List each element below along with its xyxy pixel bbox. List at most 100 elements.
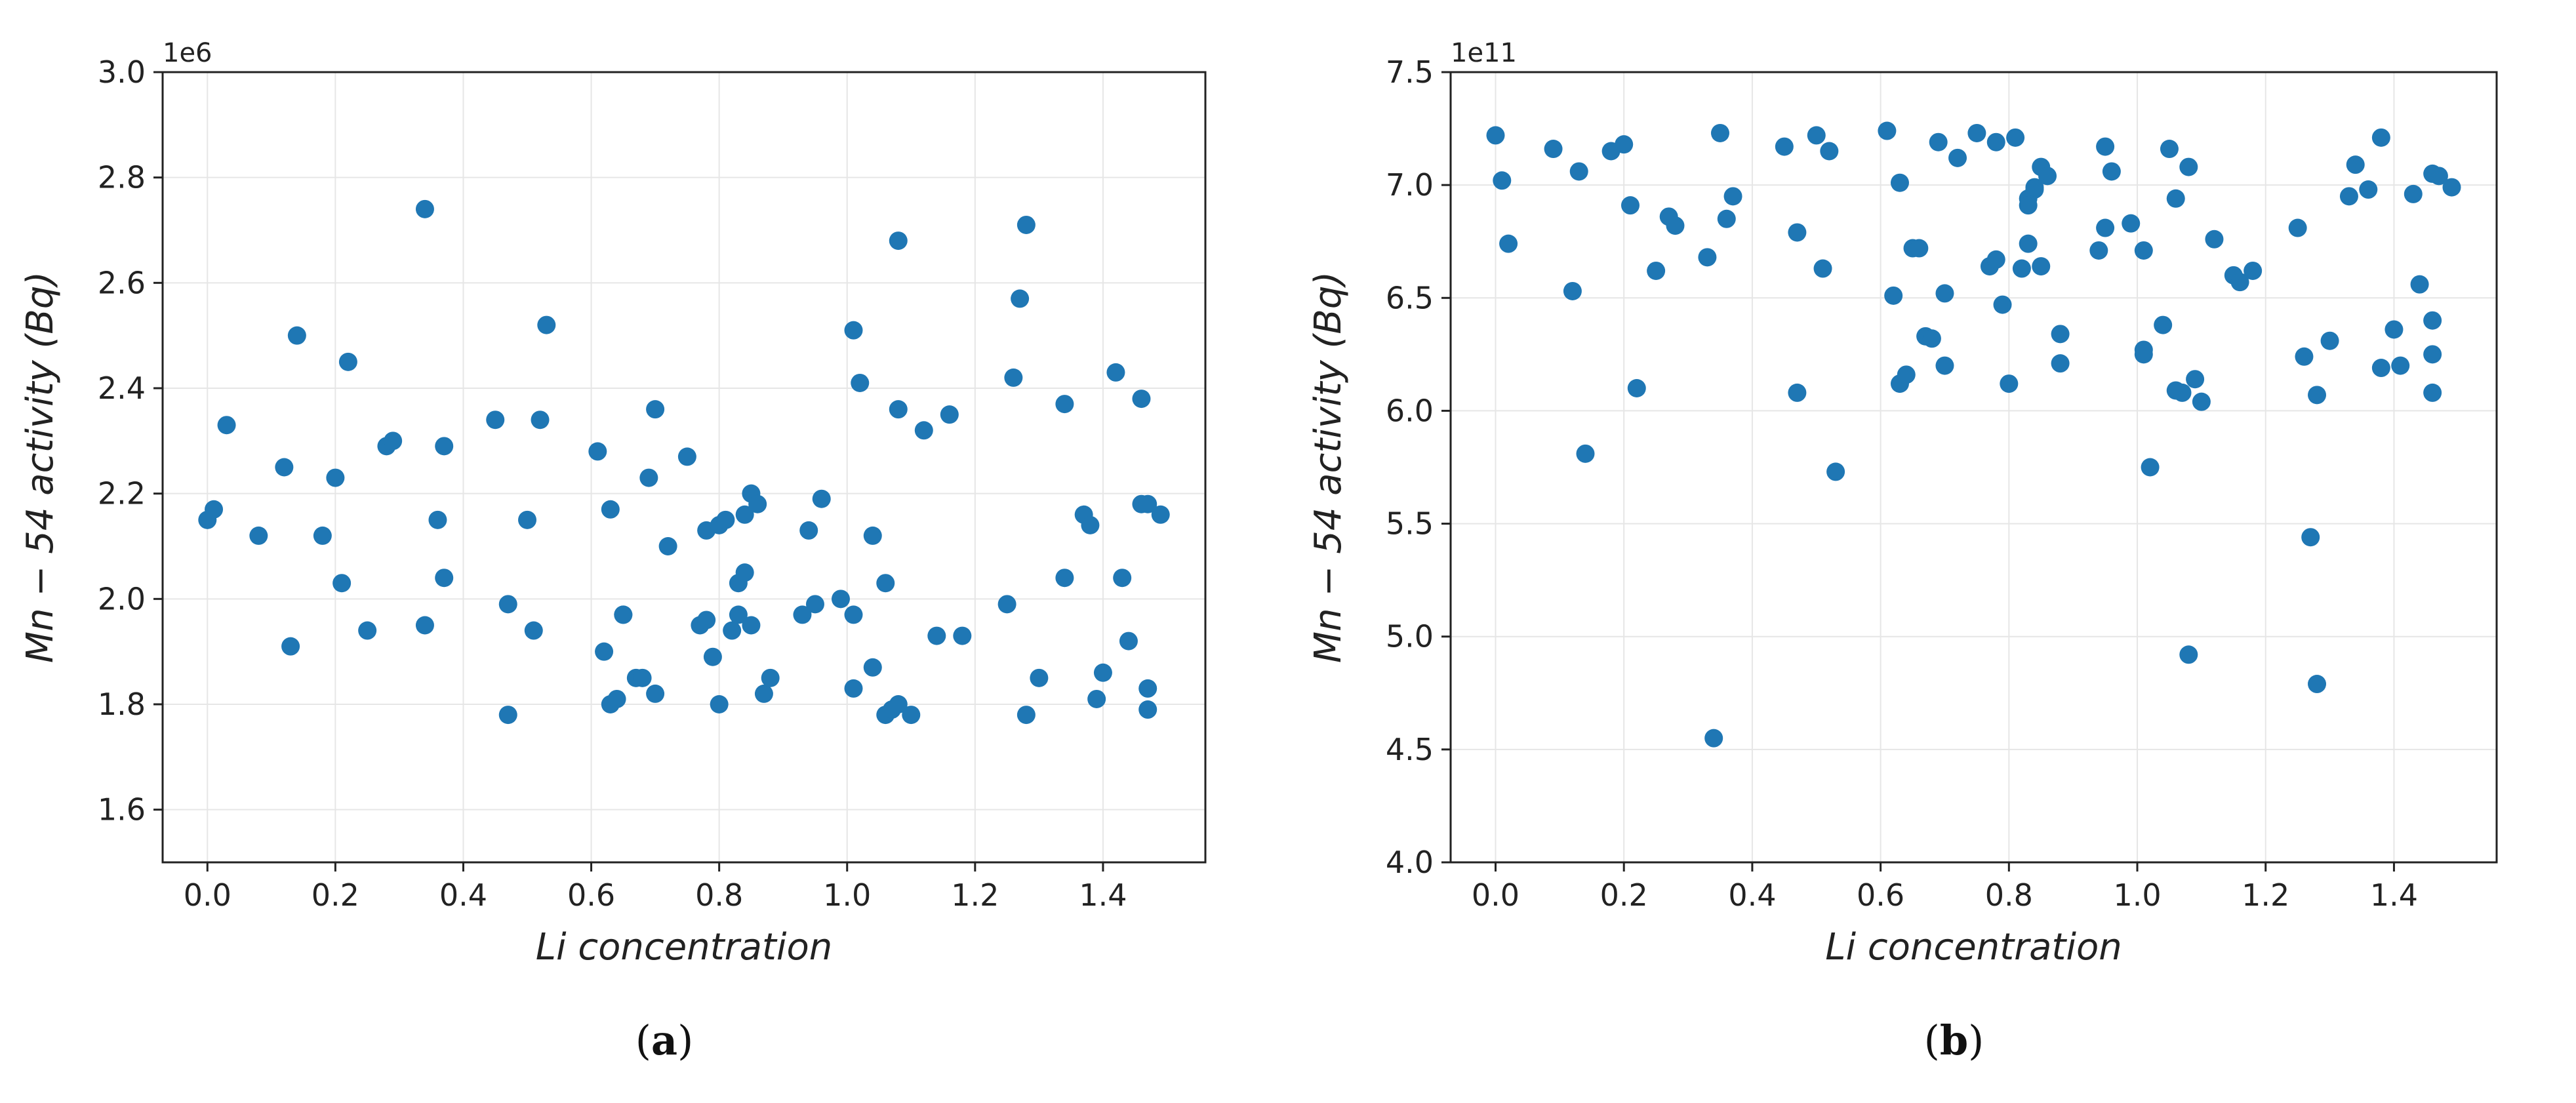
data-point [326, 468, 345, 487]
data-point [2423, 311, 2442, 330]
data-point [1897, 365, 1916, 384]
x-tick-label: 0.8 [1985, 877, 2033, 913]
data-point [2025, 178, 2044, 197]
x-tick-label: 0.4 [1728, 877, 1776, 913]
y-tick-label: 2.0 [98, 581, 146, 616]
data-point [940, 405, 959, 424]
data-point [217, 416, 236, 435]
data-point [2371, 359, 2390, 378]
data-point [1922, 329, 1941, 348]
data-point [2000, 374, 2019, 393]
y-tick-label: 2.8 [98, 160, 146, 195]
y-tick-label: 5.0 [1386, 619, 1434, 654]
data-point [384, 431, 403, 451]
x-tick-label: 0.6 [567, 877, 615, 913]
data-point [812, 489, 831, 508]
y-axis-label: Mn − 54 activity (Bq) [1307, 271, 1350, 663]
data-point [537, 315, 556, 334]
data-point [697, 611, 716, 630]
data-point [1576, 444, 1595, 463]
panel-caption-letter: b [1940, 1016, 1968, 1064]
data-point [1986, 250, 2005, 269]
chart-panel-b: 0.0 0.2 0.4 0.6 0.8 1.0 1.2 1.4 4.0 4.5 5.0 5.5 6.0 6… [1307, 38, 2498, 1064]
data-point [415, 199, 434, 218]
x-tick-label: 1.0 [2113, 877, 2161, 913]
data-point [863, 526, 882, 545]
data-point [2442, 178, 2461, 197]
data-point [275, 458, 294, 477]
data-point [1813, 259, 1832, 278]
data-point [1055, 395, 1074, 414]
data-point [735, 505, 754, 524]
data-point [2019, 234, 2038, 253]
x-tick-label: 1.0 [823, 877, 871, 913]
data-point [2346, 155, 2365, 174]
data-point [2359, 180, 2378, 199]
data-point [1967, 123, 1986, 142]
data-point [1878, 121, 1897, 140]
data-point [754, 684, 773, 703]
data-point [2320, 331, 2339, 350]
data-point [863, 658, 882, 677]
data-point [997, 595, 1016, 614]
data-point [876, 574, 895, 593]
axis-offset-label: 1e11 [1451, 38, 1517, 68]
y-tick-label: 1.6 [98, 792, 146, 828]
data-point [1788, 223, 1807, 242]
x-tick-label: 0.0 [1472, 877, 1519, 913]
y-tick-label: 1.8 [98, 687, 146, 722]
data-point [2102, 162, 2121, 181]
data-point [531, 411, 550, 430]
data-point [953, 626, 972, 645]
data-point [677, 447, 696, 466]
data-point [2134, 241, 2153, 260]
data-point [851, 373, 870, 392]
data-point [2012, 259, 2031, 278]
data-point [646, 400, 665, 419]
data-point [2154, 315, 2173, 334]
data-point [1948, 148, 1967, 167]
data-point [1119, 632, 1138, 651]
data-point [1929, 132, 1948, 151]
data-point [1890, 173, 1909, 192]
data-point [281, 637, 300, 656]
y-tick-label: 4.5 [1386, 732, 1434, 767]
data-point [927, 626, 946, 645]
data-point [902, 706, 921, 725]
data-point [498, 706, 517, 725]
data-point [1106, 363, 1125, 382]
y-tick-label: 4.0 [1386, 845, 1434, 880]
data-point [1993, 295, 2012, 314]
data-point [2134, 345, 2153, 364]
data-point [2308, 675, 2327, 694]
data-point [2371, 128, 2390, 147]
data-point [1011, 289, 1030, 308]
data-point [2230, 273, 2249, 292]
x-tick-label: 1.2 [951, 877, 999, 913]
data-point [614, 605, 633, 624]
data-point [2192, 392, 2211, 411]
x-tick-label: 0.2 [312, 877, 359, 913]
data-point [1087, 689, 1106, 708]
data-point [2019, 196, 2038, 215]
y-tick-label: 3.0 [98, 54, 146, 90]
data-point [1710, 123, 1729, 142]
data-point [723, 621, 742, 640]
data-point [1138, 679, 1157, 698]
data-point [2089, 241, 2108, 260]
y-tick-label: 2.2 [98, 476, 146, 511]
data-point [1775, 137, 1794, 156]
data-point [1544, 140, 1563, 159]
data-point [249, 526, 268, 545]
data-point [1717, 209, 1736, 228]
data-point [1030, 668, 1049, 687]
data-point [2179, 645, 2198, 664]
data-point [799, 521, 818, 540]
data-point [2096, 218, 2115, 237]
panel-caption-letter: a [651, 1016, 677, 1064]
data-point [518, 510, 537, 529]
data-point [2096, 137, 2115, 156]
data-point [2179, 157, 2198, 176]
data-point [793, 605, 812, 624]
